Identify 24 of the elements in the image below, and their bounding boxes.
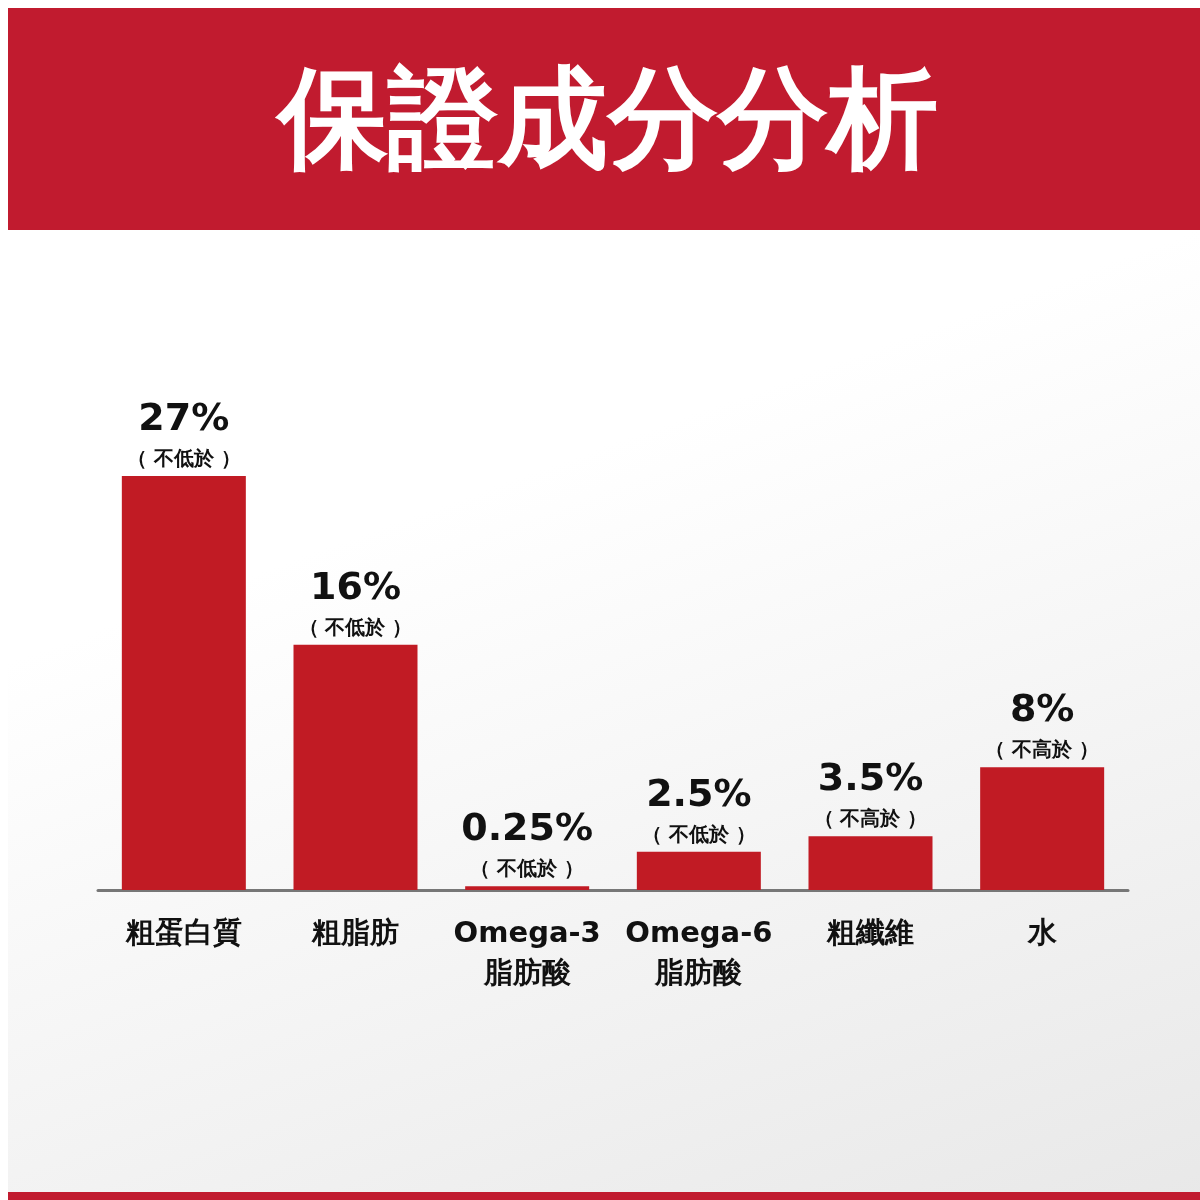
bar: [465, 886, 590, 890]
bar: [980, 767, 1105, 890]
bar: [808, 836, 933, 890]
bar: [636, 851, 761, 890]
data-label: 2.5%: [646, 770, 752, 815]
data-label: 27%: [138, 395, 230, 439]
x-tick-label: 粗脂肪: [311, 915, 399, 949]
data-label: 16%: [310, 563, 401, 608]
x-tick-label: Omega-3 脂肪酸: [453, 915, 601, 989]
annotation: （ 不高於 ）: [813, 806, 928, 831]
annotation: （ 不高於 ）: [985, 737, 1100, 762]
bar: [121, 476, 246, 890]
x-tick-label: 水: [1026, 915, 1058, 949]
x-tick-label: 粗蛋白質: [124, 915, 242, 949]
annotation: （ 不低於 ）: [298, 614, 413, 639]
bar: [293, 644, 418, 890]
data-label: 3.5%: [817, 755, 924, 800]
x-tick-label: Omega-6 脂肪酸: [625, 915, 773, 989]
data-label: 0.25%: [461, 805, 594, 850]
data-label: 8%: [1009, 686, 1075, 731]
x-tick-label: 粗纖維: [826, 915, 914, 949]
annotation: （ 不低於 ）: [470, 856, 585, 881]
annotation: （ 不低於 ）: [126, 446, 241, 470]
annotation: （ 不低於 ）: [641, 821, 756, 846]
